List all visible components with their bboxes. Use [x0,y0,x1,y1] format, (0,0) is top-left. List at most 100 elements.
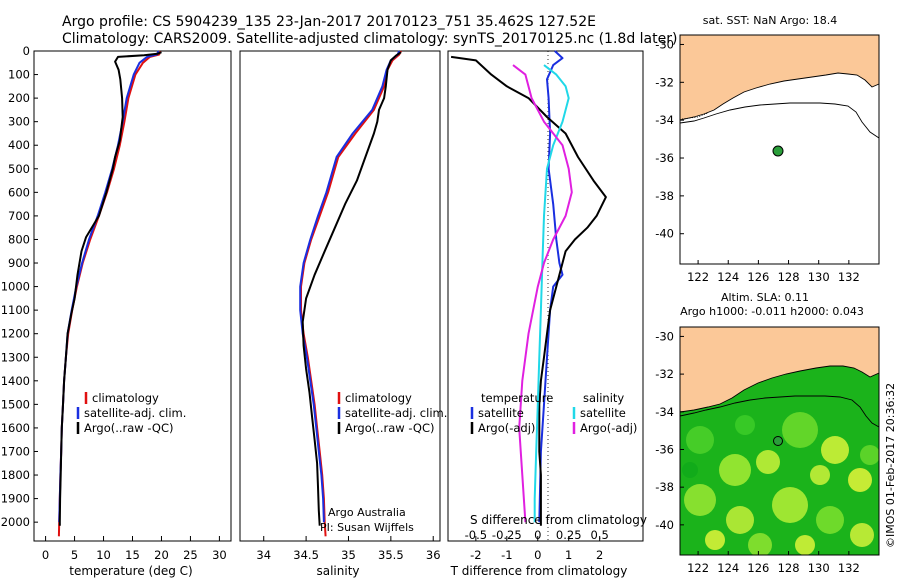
sla-blob [705,530,725,550]
difference-x-ticks: -2 -1 0 1 2 [470,536,603,562]
sla-blob [748,533,772,555]
legend-label-satellite: satellite-adj. clim. [345,406,447,420]
salinity-x-ticks: 34 34.5 35 35.5 36 [256,536,441,562]
legend-label-t-argo: Argo(-adj) [478,421,535,435]
lat-tick-label: -40 [655,227,674,241]
lon-tick-label: 130 [808,561,830,575]
difference-frame [447,50,644,542]
temperature-legend: climatology satellite-adj. clim. Argo(..… [76,391,186,435]
series-line-0 [300,50,402,537]
depth-tick-label: 700 [8,209,30,223]
series-line-2 [533,64,570,523]
salinity-xlabel: salinity [316,564,359,578]
lat-tick-label: -36 [655,151,674,165]
s-tick-label: 0.5 [591,528,609,542]
sla-map-title-2: Argo h1000: -0.011 h2000: 0.043 [680,305,864,318]
lat-tick-label: -30 [655,37,674,51]
sst-depth-contour [679,102,880,139]
header-line-1: Argo profile: CS 5904239_135 23-Jan-2017… [62,14,596,30]
legend-label-climatology: climatology [345,391,412,405]
x-tick-label: 34 [256,548,271,562]
depth-tick-label: 400 [8,138,30,152]
x-tick-label: 15 [125,548,140,562]
lon-tick-label: 128 [778,561,800,575]
x-tick-label: 25 [183,548,198,562]
sla-blob [795,535,815,555]
temperature-xlabel: temperature (deg C) [69,564,192,578]
legend-label-argo: Argo(..raw -QC) [345,421,435,435]
sla-blob [726,506,754,534]
credit-line-1: Argo Australia [328,506,406,519]
lon-tick-label: 124 [717,270,739,284]
series-line-1 [58,50,160,523]
lon-tick-label: 126 [747,561,769,575]
sla-blob [719,454,751,486]
sst-map-frame [679,34,880,265]
temperature-x-ticks: 0 5 10 15 20 25 30 [42,536,227,562]
legend-label-argo: Argo(..raw -QC) [84,421,174,435]
depth-tick-label: 1000 [1,280,30,294]
sst-map-title: sat. SST: NaN Argo: 18.4 [703,14,837,27]
salinity-legend: climatology satellite-adj. clim. Argo(..… [337,391,447,435]
sla-map-ticks: 122 124 126 128 130 132 -30 -32 -34 -36 -38 -40 [655,329,860,575]
sla-blob [686,426,714,454]
x-tick-label: 36 [426,548,441,562]
s-tick-label: 0.25 [556,528,582,542]
x-tick-label: 35.5 [378,548,404,562]
depth-tick-label: 1800 [1,468,30,482]
depth-tick-label: 1700 [1,444,30,458]
depth-tick-label: 1200 [1,327,30,341]
depth-tick-label: 600 [8,185,30,199]
series-line-3 [512,64,573,523]
lon-tick-label: 128 [778,270,800,284]
x-tick-label: 34.5 [293,548,319,562]
sla-blob [816,506,844,534]
sla-blob [756,450,780,474]
sla-blob [850,523,874,547]
x-tick-label: 0 [42,548,49,562]
series-line-1 [450,55,607,526]
x-tick-label: 20 [154,548,169,562]
legend-label-s-argo: Argo(-adj) [580,421,637,435]
sst-map-ticks: 122 124 126 128 130 132 -30 -32 -34 -36 -38 -40 [655,37,860,284]
sla-map-title-1: Altim. SLA: 0.11 [721,291,809,304]
depth-tick-label: 300 [8,115,30,129]
lat-tick-label: -32 [655,75,674,89]
depth-tick-label: 1300 [1,350,30,364]
x-tick-label: 1 [565,548,572,562]
sla-land-mass [680,327,879,413]
t-difference-label: T difference from climatology [450,564,628,578]
sla-blob [772,487,808,523]
sla-depth-contour [680,395,879,428]
salinity-frame [239,50,441,542]
lon-tick-label: 126 [747,270,769,284]
depth-tick-label: 500 [8,162,30,176]
lat-tick-label: -34 [655,113,674,127]
lat-tick-label: -30 [655,329,674,343]
depth-tick-label: 200 [8,91,30,105]
legend-label-climatology: climatology [92,391,159,405]
salinity-panel: 34 34.5 35 35.5 36 salinity climatology sate… [239,50,447,578]
credit-line-2: PI: Susan Wijffels [320,521,414,534]
x-tick-label: 30 [212,548,227,562]
sst-map-panel: sat. SST: NaN Argo: 18.4 122 124 126 128 130… [655,14,880,284]
lat-tick-label: -34 [655,405,674,419]
difference-s-ticks: -0.5 -0.25 0 0.25 0.5 [465,528,609,542]
lat-tick-label: -32 [655,367,674,381]
lon-tick-label: 132 [838,270,860,284]
sst-land-mass [679,34,880,121]
depth-tick-label: 0 [23,44,30,58]
depth-ticks: 0 100 200 300 400 500 600 700 800 900 1000 1100 1200… [1,44,38,529]
difference-series [450,50,607,526]
s-tick-label: -0.5 [465,528,487,542]
lon-tick-label: 132 [838,561,860,575]
depth-tick-label: 1500 [1,397,30,411]
depth-tick-label: 1100 [1,303,30,317]
x-tick-label: 10 [96,548,111,562]
s-tick-label: -0.25 [492,528,522,542]
x-tick-label: 0 [534,548,541,562]
s-difference-label: S difference from climatology [470,513,647,527]
legend-title-salinity: salinity [583,391,624,405]
depth-tick-label: 1900 [1,492,30,506]
lon-tick-label: 122 [687,270,709,284]
